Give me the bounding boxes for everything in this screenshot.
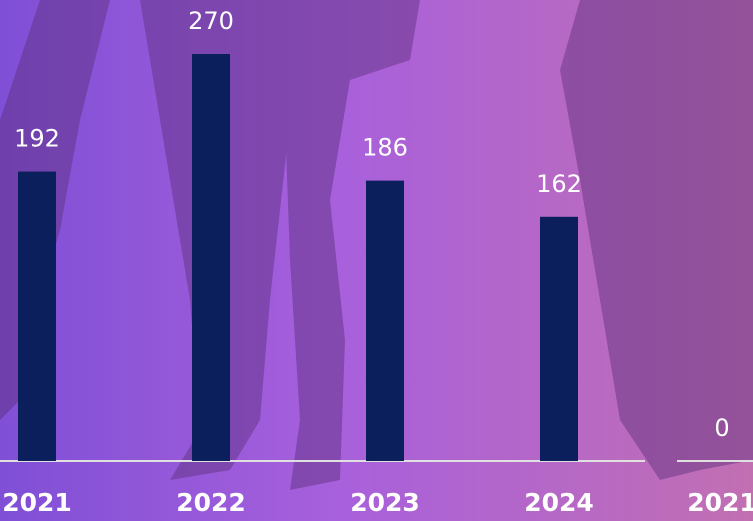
value-label: 186 xyxy=(362,134,408,162)
x-tick-label: 2024 xyxy=(524,488,594,517)
value-label: 162 xyxy=(536,170,582,198)
bar xyxy=(18,172,56,461)
x-tick-label: 2021 xyxy=(687,488,753,517)
x-tick-label: 2022 xyxy=(176,488,246,517)
chart: 192 2021 270 2022 186 2023 162 2024 0 2021 xyxy=(0,0,753,521)
value-label: 0 xyxy=(714,414,729,442)
x-tick-label: 2021 xyxy=(2,488,72,517)
x-tick-label: 2023 xyxy=(350,488,420,517)
bar xyxy=(366,181,404,461)
bar xyxy=(540,217,578,461)
value-label: 192 xyxy=(14,125,60,153)
value-label: 270 xyxy=(188,7,234,35)
bar xyxy=(192,54,230,461)
